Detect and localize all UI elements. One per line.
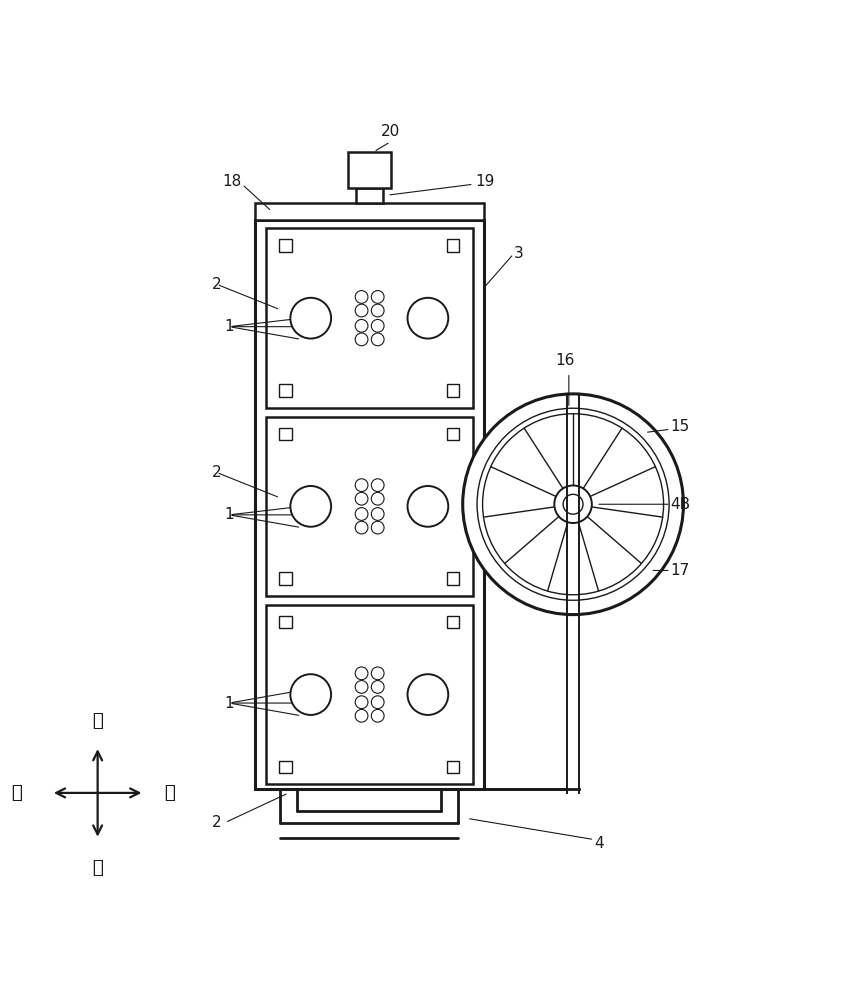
Circle shape [371, 333, 384, 346]
Text: 20: 20 [381, 124, 400, 139]
Text: 前: 前 [12, 784, 22, 802]
Circle shape [290, 674, 331, 715]
Bar [279, 428, 292, 440]
Bar [447, 572, 459, 585]
Circle shape [371, 479, 384, 492]
Bar [447, 616, 459, 628]
Text: 后: 后 [165, 784, 175, 802]
Circle shape [355, 291, 368, 303]
Circle shape [408, 674, 448, 715]
Bar [255, 220, 484, 789]
Text: 3: 3 [514, 246, 523, 261]
Circle shape [371, 492, 384, 505]
Circle shape [355, 508, 368, 520]
Circle shape [355, 333, 368, 346]
Text: 19: 19 [475, 174, 495, 189]
Text: 1: 1 [224, 507, 234, 522]
Bar [447, 428, 459, 440]
Text: 15: 15 [671, 419, 690, 434]
Text: 前: 前 [12, 784, 22, 802]
Circle shape [563, 494, 583, 514]
Circle shape [355, 492, 368, 505]
Circle shape [290, 486, 331, 527]
Bar [279, 572, 292, 585]
Text: 2: 2 [211, 815, 222, 830]
Bar [266, 605, 473, 784]
Text: 4: 4 [594, 836, 604, 851]
Text: 后: 后 [165, 784, 175, 802]
Bar [447, 761, 459, 773]
Circle shape [355, 709, 368, 722]
Text: 右: 右 [93, 712, 103, 730]
Circle shape [371, 508, 384, 520]
Circle shape [355, 479, 368, 492]
Bar [279, 761, 292, 773]
Circle shape [477, 408, 669, 600]
Bar [279, 384, 292, 397]
Circle shape [408, 486, 448, 527]
Text: 右: 右 [93, 712, 103, 730]
Circle shape [371, 319, 384, 332]
Circle shape [371, 521, 384, 534]
Bar [447, 239, 459, 252]
Circle shape [355, 696, 368, 709]
Text: 左: 左 [93, 859, 103, 877]
Circle shape [371, 667, 384, 680]
Bar [447, 384, 459, 397]
Circle shape [371, 696, 384, 709]
Bar [266, 228, 473, 408]
Bar [255, 203, 484, 220]
Bar [356, 188, 383, 203]
Circle shape [371, 291, 384, 303]
Bar [348, 152, 391, 188]
Circle shape [371, 709, 384, 722]
Circle shape [463, 394, 683, 615]
Circle shape [482, 414, 664, 595]
Circle shape [355, 681, 368, 693]
Text: 4B: 4B [671, 497, 691, 512]
Text: 1: 1 [224, 696, 234, 711]
Text: 17: 17 [671, 563, 690, 578]
Circle shape [408, 298, 448, 339]
Circle shape [371, 681, 384, 693]
Text: 16: 16 [555, 353, 574, 368]
Circle shape [355, 521, 368, 534]
Bar [266, 417, 473, 596]
Circle shape [355, 667, 368, 680]
Circle shape [355, 319, 368, 332]
Bar [279, 239, 292, 252]
Circle shape [290, 298, 331, 339]
Text: 2: 2 [211, 465, 222, 480]
Text: 2: 2 [211, 277, 222, 292]
Circle shape [355, 304, 368, 317]
Text: 18: 18 [222, 174, 242, 189]
Text: 1: 1 [224, 319, 234, 334]
Text: 左: 左 [93, 859, 103, 877]
Bar [279, 616, 292, 628]
Circle shape [371, 304, 384, 317]
Circle shape [554, 485, 592, 523]
